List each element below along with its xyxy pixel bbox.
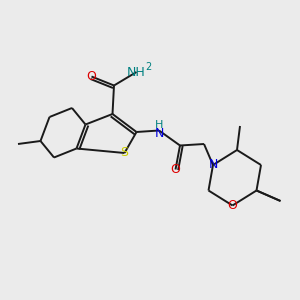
Text: 2: 2 xyxy=(145,61,151,72)
Text: N: N xyxy=(154,127,164,140)
Text: O: O xyxy=(87,70,96,83)
Text: N: N xyxy=(208,158,218,172)
Text: H: H xyxy=(155,120,163,130)
Text: NH: NH xyxy=(127,65,145,79)
Text: S: S xyxy=(121,146,128,160)
Text: O: O xyxy=(171,163,180,176)
Text: O: O xyxy=(228,199,237,212)
